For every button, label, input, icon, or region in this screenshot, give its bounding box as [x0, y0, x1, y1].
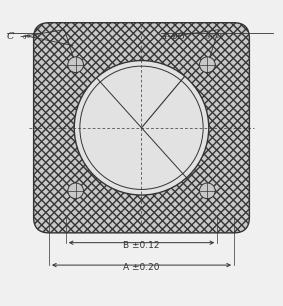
Text: 0: 0: [22, 35, 26, 40]
Circle shape: [68, 57, 83, 73]
Text: C: C: [7, 32, 14, 41]
FancyBboxPatch shape: [34, 23, 249, 233]
Circle shape: [74, 61, 209, 195]
Circle shape: [200, 183, 215, 199]
Text: +0.25: +0.25: [206, 34, 223, 39]
Text: A ±0.20: A ±0.20: [123, 263, 160, 272]
Circle shape: [200, 57, 215, 73]
Circle shape: [80, 66, 203, 189]
Text: 0: 0: [206, 35, 209, 40]
Text: +0.20: +0.20: [22, 34, 39, 39]
Circle shape: [68, 183, 83, 199]
Text: B ±0.12: B ±0.12: [123, 241, 160, 250]
Text: 4-φG: 4-φG: [161, 32, 185, 41]
